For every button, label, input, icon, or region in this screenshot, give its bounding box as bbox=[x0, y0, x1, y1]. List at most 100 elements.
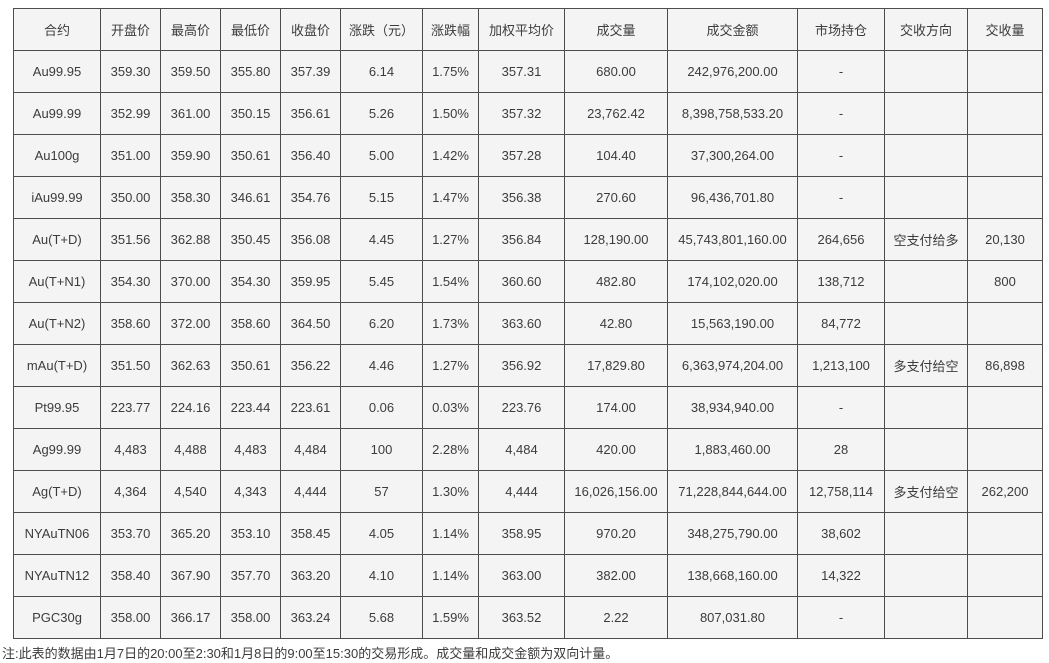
table-cell: 1.42% bbox=[422, 134, 479, 177]
table-cell: 351.50 bbox=[100, 344, 161, 387]
table-cell: 358.60 bbox=[100, 302, 161, 345]
table-cell: 366.17 bbox=[160, 596, 221, 639]
contract-cell: Au99.95 bbox=[13, 50, 101, 93]
table-cell: 4,484 bbox=[478, 428, 565, 471]
contract-cell: Au(T+N1) bbox=[13, 260, 101, 303]
table-cell: 1.47% bbox=[422, 176, 479, 219]
column-header: 交收量 bbox=[967, 8, 1043, 51]
table-cell: 362.63 bbox=[160, 344, 221, 387]
table-cell: 350.45 bbox=[220, 218, 281, 261]
table-cell: 45,743,801,160.00 bbox=[667, 218, 798, 261]
table-cell: 1,883,460.00 bbox=[667, 428, 798, 471]
table-cell: 5.68 bbox=[340, 596, 423, 639]
table-cell: 2.28% bbox=[422, 428, 479, 471]
table-cell: 363.60 bbox=[478, 302, 565, 345]
table-row: Ag99.99 4,483 4,488 4,483 4,484 100 2.28% 4,484… bbox=[13, 428, 1043, 471]
table-cell: 138,712 bbox=[797, 260, 885, 303]
table-cell: 356.38 bbox=[478, 176, 565, 219]
table-cell: 12,758,114 bbox=[797, 470, 885, 513]
table-row: Au(T+D) 351.56 362.88 350.45 356.08 4.45 1.27%… bbox=[13, 218, 1043, 261]
table-cell: 358.45 bbox=[280, 512, 341, 555]
table-cell: 356.84 bbox=[478, 218, 565, 261]
table-cell: - bbox=[797, 50, 885, 93]
table-row: NYAuTN12 358.40 367.90 357.70 363.20 4.10 1.14… bbox=[13, 554, 1043, 597]
contract-cell: Ag(T+D) bbox=[13, 470, 101, 513]
contract-cell: Au99.99 bbox=[13, 92, 101, 135]
table-cell: 4,484 bbox=[280, 428, 341, 471]
table-cell: 多支付给空 bbox=[884, 470, 968, 513]
column-header: 成交金额 bbox=[667, 8, 798, 51]
table-cell: 4,444 bbox=[478, 470, 565, 513]
column-header: 涨跌幅 bbox=[422, 8, 479, 51]
table-cell: 223.44 bbox=[220, 386, 281, 429]
table-cell: 4.46 bbox=[340, 344, 423, 387]
footnote: 注:此表的数据由1月7日的20:00至2:30和1月8日的9:00至15:30的… bbox=[2, 646, 619, 661]
table-cell: 807,031.80 bbox=[667, 596, 798, 639]
table-cell: 57 bbox=[340, 470, 423, 513]
table-cell: 362.88 bbox=[160, 218, 221, 261]
table-cell: 365.20 bbox=[160, 512, 221, 555]
market-data-table-container: 合约 开盘价 最高价 最低价 收盘价 涨跌（元） 涨跌幅 加权平均价 成交量 成交金额 市场持仓 交收… bbox=[13, 8, 1049, 639]
table-cell: 359.95 bbox=[280, 260, 341, 303]
table-cell: 358.40 bbox=[100, 554, 161, 597]
table-cell bbox=[967, 92, 1043, 135]
table-cell: 1.54% bbox=[422, 260, 479, 303]
table-row: Au(T+N1) 354.30 370.00 354.30 359.95 5.45 1.54… bbox=[13, 260, 1043, 303]
table-cell: 358.60 bbox=[220, 302, 281, 345]
table-cell: 359.50 bbox=[160, 50, 221, 93]
column-header: 涨跌（元） bbox=[340, 8, 423, 51]
table-cell: 138,668,160.00 bbox=[667, 554, 798, 597]
table-cell: 多支付给空 bbox=[884, 344, 968, 387]
table-cell: 357.39 bbox=[280, 50, 341, 93]
table-cell: 4,483 bbox=[100, 428, 161, 471]
table-cell: 14,322 bbox=[797, 554, 885, 597]
table-cell: 351.56 bbox=[100, 218, 161, 261]
contract-cell: Pt99.95 bbox=[13, 386, 101, 429]
table-row: Au99.99 352.99 361.00 350.15 356.61 5.26 1.50%… bbox=[13, 92, 1043, 135]
table-cell: 1.59% bbox=[422, 596, 479, 639]
table-cell: 357.28 bbox=[478, 134, 565, 177]
table-cell: 353.10 bbox=[220, 512, 281, 555]
table-cell: 350.15 bbox=[220, 92, 281, 135]
table-cell bbox=[884, 92, 968, 135]
contract-cell: NYAuTN06 bbox=[13, 512, 101, 555]
table-cell: 382.00 bbox=[564, 554, 668, 597]
table-cell: 1.27% bbox=[422, 218, 479, 261]
table-cell: 224.16 bbox=[160, 386, 221, 429]
table-row: iAu99.99 350.00 358.30 346.61 354.76 5.15 1.47… bbox=[13, 176, 1043, 219]
table-cell: 17,829.80 bbox=[564, 344, 668, 387]
contract-cell: NYAuTN12 bbox=[13, 554, 101, 597]
contract-cell: Ag99.99 bbox=[13, 428, 101, 471]
contract-cell: mAu(T+D) bbox=[13, 344, 101, 387]
table-cell: 86,898 bbox=[967, 344, 1043, 387]
table-cell: 84,772 bbox=[797, 302, 885, 345]
table-cell: 372.00 bbox=[160, 302, 221, 345]
table-cell: 6.14 bbox=[340, 50, 423, 93]
table-cell bbox=[884, 134, 968, 177]
table-cell: 4,364 bbox=[100, 470, 161, 513]
table-cell: 20,130 bbox=[967, 218, 1043, 261]
table-cell bbox=[967, 176, 1043, 219]
table-cell: 359.30 bbox=[100, 50, 161, 93]
table-cell: 4.05 bbox=[340, 512, 423, 555]
table-cell: 363.20 bbox=[280, 554, 341, 597]
table-cell: 354.76 bbox=[280, 176, 341, 219]
contract-cell: Au(T+D) bbox=[13, 218, 101, 261]
table-cell bbox=[967, 512, 1043, 555]
table-row: Au99.95 359.30 359.50 355.80 357.39 6.14 1.75%… bbox=[13, 50, 1043, 93]
column-header: 最低价 bbox=[220, 8, 281, 51]
table-row: Au100g 351.00 359.90 350.61 356.40 5.00 1.42% 3… bbox=[13, 134, 1043, 177]
table-cell: 352.99 bbox=[100, 92, 161, 135]
table-cell: 264,656 bbox=[797, 218, 885, 261]
table-cell: 2.22 bbox=[564, 596, 668, 639]
table-cell bbox=[967, 596, 1043, 639]
market-data-table: 合约 开盘价 最高价 最低价 收盘价 涨跌（元） 涨跌幅 加权平均价 成交量 成交金额 市场持仓 交收… bbox=[13, 8, 1043, 639]
table-cell: 5.26 bbox=[340, 92, 423, 135]
table-cell: 4.10 bbox=[340, 554, 423, 597]
table-cell: 356.40 bbox=[280, 134, 341, 177]
table-cell: 42.80 bbox=[564, 302, 668, 345]
table-row: Pt99.95 223.77 224.16 223.44 223.61 0.06 0.03%… bbox=[13, 386, 1043, 429]
table-cell: 1.73% bbox=[422, 302, 479, 345]
table-cell: 1.27% bbox=[422, 344, 479, 387]
table-cell: 71,228,844,644.00 bbox=[667, 470, 798, 513]
